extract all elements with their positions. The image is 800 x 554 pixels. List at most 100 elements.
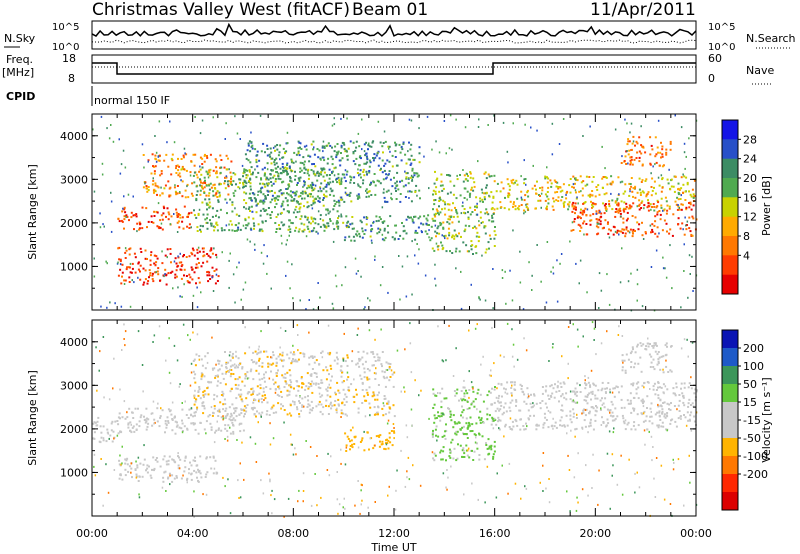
heatmap-cell bbox=[566, 490, 568, 493]
heatmap-cell bbox=[599, 408, 602, 411]
heatmap-cell bbox=[365, 152, 368, 155]
heatmap-cell bbox=[147, 189, 150, 192]
heatmap-cell bbox=[656, 235, 659, 238]
heatmap-cell bbox=[368, 402, 371, 405]
heatmap-cell bbox=[157, 226, 160, 229]
heatmap-cell bbox=[597, 503, 599, 506]
heatmap-cell bbox=[332, 180, 334, 183]
heatmap-cell bbox=[659, 213, 662, 216]
heatmap-cell bbox=[400, 159, 403, 162]
heatmap-cell bbox=[200, 181, 202, 184]
heatmap-cell bbox=[243, 384, 246, 387]
heatmap-cell bbox=[333, 117, 335, 120]
heatmap-cell bbox=[633, 409, 635, 412]
heatmap-cell bbox=[322, 406, 325, 409]
heatmap-cell bbox=[625, 163, 628, 165]
heatmap-cell bbox=[442, 227, 445, 230]
heatmap-cell bbox=[113, 357, 115, 360]
heatmap-cell bbox=[218, 191, 221, 194]
heatmap-cell bbox=[488, 374, 491, 377]
heatmap-cell bbox=[507, 183, 510, 186]
heatmap-cell bbox=[479, 410, 482, 413]
heatmap-cell bbox=[187, 281, 190, 284]
heatmap-cell bbox=[507, 196, 510, 199]
heatmap-cell bbox=[226, 439, 229, 442]
heatmap-cell bbox=[626, 217, 629, 220]
heatmap-cell bbox=[355, 157, 358, 160]
heatmap-cell bbox=[368, 171, 371, 174]
heatmap-cell bbox=[301, 162, 304, 165]
heatmap-cell bbox=[389, 178, 392, 181]
heatmap-cell bbox=[601, 397, 603, 400]
heatmap-cell bbox=[358, 232, 361, 235]
heatmap-cell bbox=[635, 140, 638, 143]
heatmap-cell bbox=[376, 232, 379, 235]
heatmap-cell bbox=[177, 169, 180, 172]
heatmap-cell bbox=[466, 250, 469, 253]
heatmap-cell bbox=[179, 216, 182, 219]
heatmap-cell bbox=[639, 342, 642, 345]
heatmap-cell bbox=[674, 175, 677, 178]
heatmap-cell bbox=[405, 295, 408, 298]
heatmap-cell bbox=[600, 289, 603, 292]
heatmap-cell bbox=[329, 181, 332, 184]
heatmap-cell bbox=[355, 393, 358, 396]
heatmap-cell bbox=[691, 341, 694, 344]
heatmap-cell bbox=[566, 190, 569, 193]
heatmap-cell bbox=[273, 159, 276, 161]
heatmap-cell bbox=[485, 177, 488, 180]
heatmap-cell bbox=[351, 443, 354, 446]
heatmap-cell bbox=[209, 249, 212, 252]
heatmap-cell bbox=[586, 291, 588, 294]
heatmap-cell bbox=[196, 306, 199, 309]
heatmap-cell bbox=[327, 181, 329, 184]
power-heatmap bbox=[92, 114, 698, 312]
heatmap-cell bbox=[469, 206, 472, 209]
heatmap-cell bbox=[176, 221, 179, 224]
heatmap-cell bbox=[245, 157, 248, 160]
heatmap-cell bbox=[311, 357, 314, 359]
heatmap-cell bbox=[193, 394, 196, 397]
heatmap-cell bbox=[603, 406, 606, 409]
heatmap-cell bbox=[118, 477, 121, 480]
heatmap-cell bbox=[552, 343, 554, 345]
heatmap-cell bbox=[365, 217, 368, 220]
heatmap-cell bbox=[557, 196, 560, 199]
heatmap-cell bbox=[101, 173, 104, 176]
heatmap-cell bbox=[151, 468, 153, 471]
heatmap-cell bbox=[214, 375, 217, 377]
heatmap-cell bbox=[92, 128, 94, 131]
heatmap-cell bbox=[408, 216, 411, 219]
heatmap-cell bbox=[520, 175, 522, 178]
heatmap-cell bbox=[150, 215, 153, 218]
heatmap-cell bbox=[490, 423, 493, 426]
heatmap-cell bbox=[567, 326, 570, 328]
heatmap-cell bbox=[556, 300, 559, 303]
heatmap-cell bbox=[338, 404, 340, 407]
heatmap-cell bbox=[388, 432, 391, 435]
heatmap-cell bbox=[671, 287, 673, 290]
heatmap-cell bbox=[141, 206, 144, 209]
heatmap-cell bbox=[159, 174, 162, 177]
heatmap-cell bbox=[680, 187, 683, 190]
heatmap-cell bbox=[448, 222, 451, 225]
heatmap-cell bbox=[217, 369, 220, 372]
heatmap-cell bbox=[608, 236, 611, 239]
heatmap-cell bbox=[638, 204, 640, 207]
heatmap-cell bbox=[477, 498, 479, 501]
heatmap-cell bbox=[233, 407, 236, 410]
heatmap-cell bbox=[252, 391, 255, 394]
heatmap-cell bbox=[310, 216, 313, 219]
heatmap-cell bbox=[298, 228, 301, 231]
heatmap-cell bbox=[270, 169, 273, 172]
heatmap-cell bbox=[662, 371, 665, 374]
heatmap-cell bbox=[239, 138, 241, 140]
heatmap-cell bbox=[428, 236, 430, 239]
heatmap-cell bbox=[186, 225, 189, 228]
heatmap-cell bbox=[274, 381, 277, 384]
heatmap-cell bbox=[621, 180, 624, 183]
heatmap-cell bbox=[624, 371, 627, 374]
heatmap-cell bbox=[314, 222, 317, 225]
heatmap-cell bbox=[568, 201, 571, 204]
heatmap-cell bbox=[627, 162, 629, 165]
